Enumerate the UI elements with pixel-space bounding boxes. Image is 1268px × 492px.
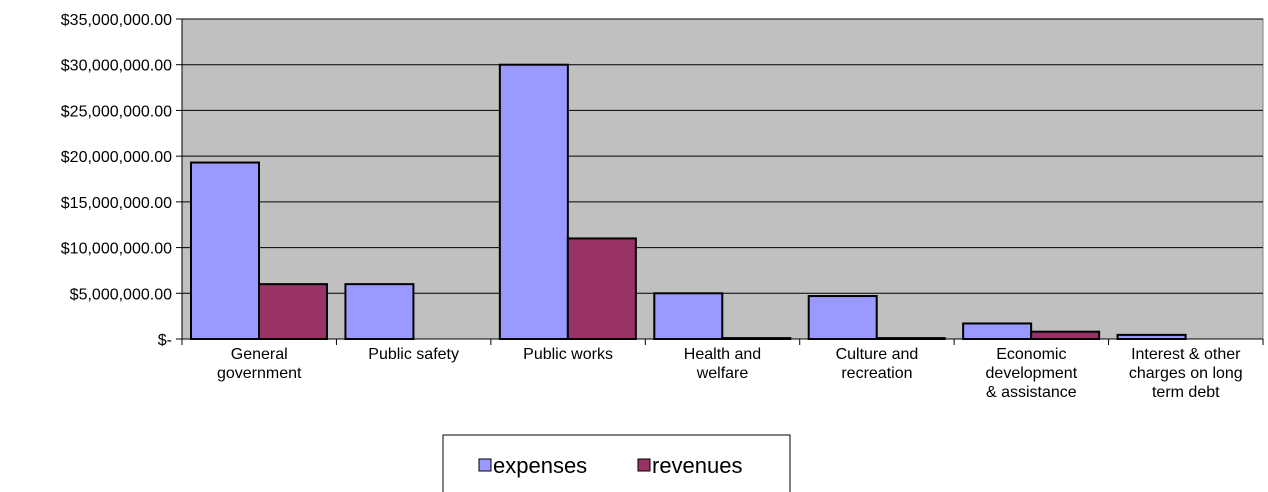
- x-category-label: Economic development & assistance: [986, 346, 1078, 401]
- y-tick-label: $25,000,000.00: [61, 103, 172, 120]
- x-category-label-line: Economic: [996, 346, 1066, 363]
- y-axis: $- $5,000,000.00 $10,000,000.00 $15,000,000…: [61, 12, 183, 349]
- x-category-label-line: Public works: [523, 346, 613, 363]
- bar-expenses: [1116, 333, 1187, 340]
- x-category-label-line: Interest & other: [1131, 346, 1241, 363]
- legend-swatch-revenues: [637, 458, 651, 472]
- y-tick-label: $-: [158, 332, 172, 349]
- bar-expenses: [653, 292, 724, 340]
- legend-label-revenues: revenues: [652, 453, 743, 478]
- legend: expenses revenues: [442, 434, 791, 492]
- x-category-label: General government: [217, 346, 302, 382]
- x-category-label-line: Culture and: [836, 346, 919, 363]
- plot-area: [181, 18, 1264, 340]
- x-category-label-line: charges on long: [1129, 365, 1243, 382]
- x-category-label-line: General: [231, 346, 288, 363]
- x-category-label: Health and welfare: [684, 346, 761, 382]
- bar-revenues: [258, 283, 328, 340]
- bar-expenses: [498, 63, 569, 340]
- y-tick-label: $30,000,000.00: [61, 58, 172, 75]
- y-tick-label: $5,000,000.00: [70, 286, 172, 303]
- x-category-label-line: development: [986, 365, 1078, 382]
- legend-label-expenses: expenses: [493, 453, 587, 478]
- y-tick-label: $15,000,000.00: [61, 195, 172, 212]
- bar-revenues: [1030, 330, 1101, 340]
- x-category-label-line: Health and: [684, 346, 761, 363]
- bar-expenses: [807, 295, 878, 340]
- grid-lines: [182, 18, 1263, 294]
- y-tick-label: $35,000,000.00: [61, 12, 172, 29]
- x-category-label-line: recreation: [841, 365, 912, 382]
- x-category-label: Public works: [523, 346, 613, 363]
- x-category-label-line: & assistance: [986, 384, 1077, 401]
- bar-expenses: [190, 161, 260, 340]
- y-tick-label: $20,000,000.00: [61, 149, 172, 166]
- bar-revenues: [566, 237, 637, 340]
- x-category-label: Public safety: [368, 346, 459, 363]
- x-category-label: Culture and recreation: [836, 346, 919, 382]
- bar-expenses: [962, 322, 1033, 341]
- x-category-label: Interest & other charges on long term debt: [1129, 346, 1243, 401]
- x-axis: General government Public safety Public wor…: [181, 338, 1264, 401]
- y-tick-label: $10,000,000.00: [61, 241, 172, 258]
- bars: [190, 63, 1187, 341]
- bar-expenses: [344, 283, 415, 340]
- x-category-label-line: term debt: [1152, 384, 1220, 401]
- legend-box: [442, 434, 791, 492]
- legend-swatch-expenses: [478, 458, 492, 472]
- x-category-label-line: government: [217, 365, 302, 382]
- x-category-label-line: welfare: [696, 365, 749, 382]
- x-category-label-line: Public safety: [368, 346, 459, 363]
